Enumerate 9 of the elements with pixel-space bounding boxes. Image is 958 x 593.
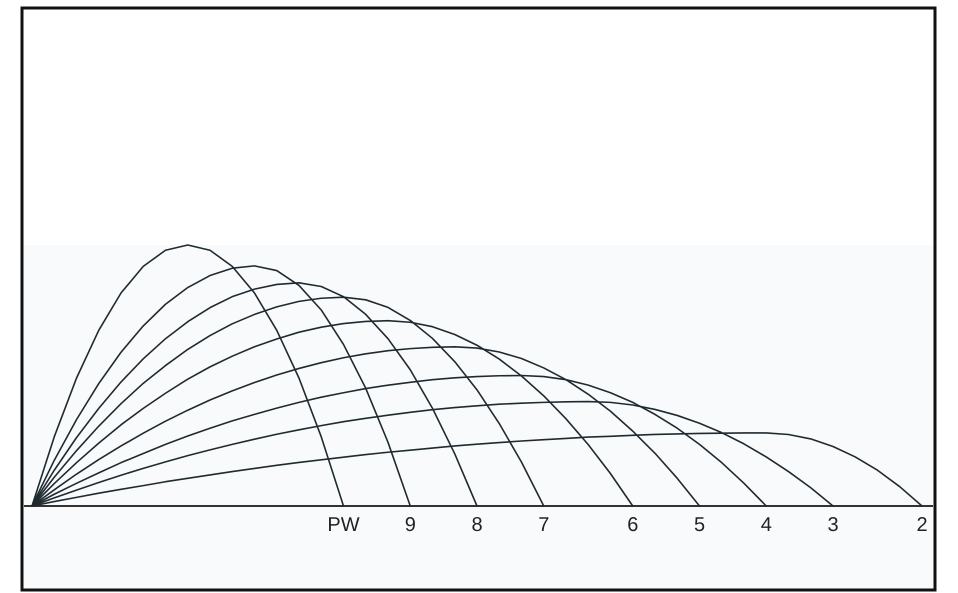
series-label: 3 — [827, 514, 839, 536]
series-label: PW — [327, 514, 360, 536]
series-label: 4 — [760, 514, 772, 536]
series-label: 6 — [627, 514, 638, 536]
series-label: 8 — [471, 514, 483, 536]
series-label: 7 — [538, 514, 550, 536]
series-label: 2 — [916, 514, 928, 536]
series-label: 5 — [694, 514, 706, 536]
series-label: 9 — [404, 514, 416, 536]
